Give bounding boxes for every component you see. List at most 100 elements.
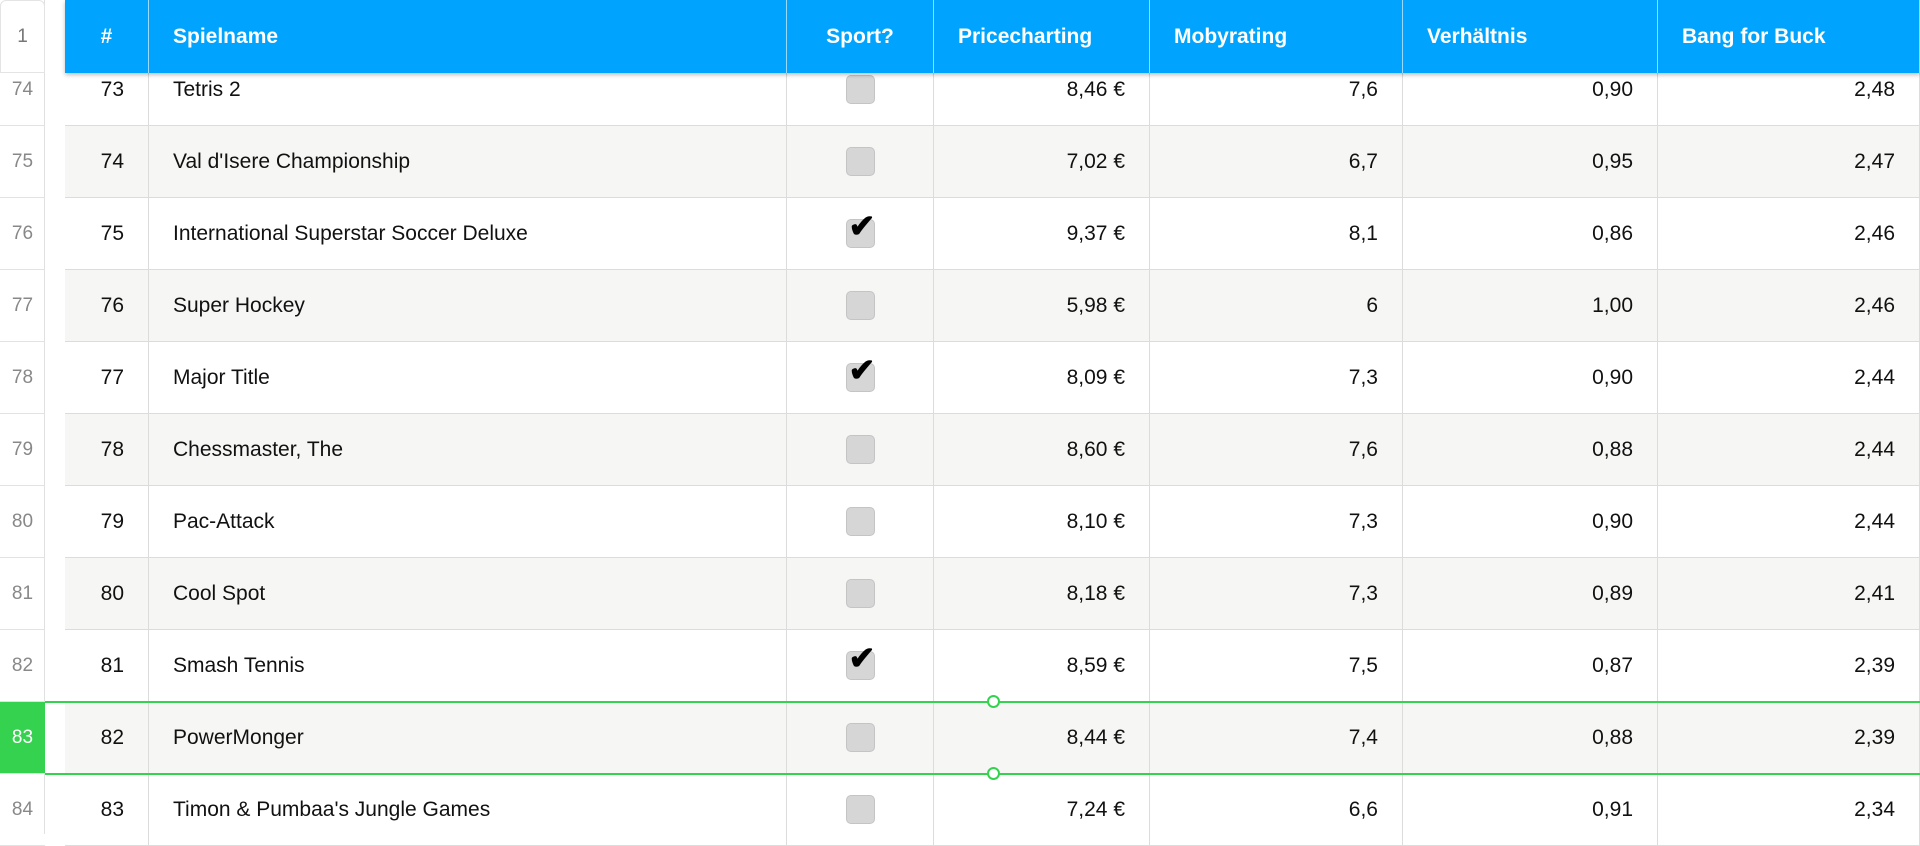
row-number-header[interactable]: 1: [0, 0, 45, 73]
cell-index[interactable]: 75: [65, 198, 149, 269]
row-number[interactable]: 83: [0, 702, 45, 774]
cell-bang-for-buck[interactable]: 2,34: [1658, 774, 1920, 845]
cell-name[interactable]: Cool Spot: [149, 558, 787, 629]
cell-index[interactable]: 81: [65, 630, 149, 701]
row-number[interactable]: 76: [0, 198, 45, 270]
cell-pricecharting[interactable]: 8,18 €: [934, 558, 1150, 629]
sport-checkbox[interactable]: ✔: [845, 642, 875, 680]
cell-index[interactable]: 82: [65, 702, 149, 773]
cell-name[interactable]: Timon & Pumbaa's Jungle Games: [149, 774, 787, 845]
cell-bang-for-buck[interactable]: 2,46: [1658, 198, 1920, 269]
cell-sport[interactable]: [787, 774, 934, 845]
cell-pricecharting[interactable]: 7,24 €: [934, 774, 1150, 845]
cell-pricecharting[interactable]: 8,09 €: [934, 342, 1150, 413]
cell-mobyrating[interactable]: 7,6: [1150, 54, 1403, 125]
cell-sport[interactable]: [787, 414, 934, 485]
row-number[interactable]: 81: [0, 558, 45, 630]
cell-sport[interactable]: ✔: [787, 342, 934, 413]
column-header-verhaeltnis[interactable]: Verhältnis: [1403, 0, 1658, 73]
cell-index[interactable]: 80: [65, 558, 149, 629]
sport-checkbox[interactable]: [845, 291, 875, 320]
cell-sport[interactable]: [787, 54, 934, 125]
cell-name[interactable]: Pac-Attack: [149, 486, 787, 557]
cell-name[interactable]: Chessmaster, The: [149, 414, 787, 485]
cell-sport[interactable]: [787, 126, 934, 197]
cell-index[interactable]: 83: [65, 774, 149, 845]
column-header-index[interactable]: #: [65, 0, 149, 73]
resize-handle-top[interactable]: [987, 695, 1000, 708]
cell-verhaeltnis[interactable]: 1,00: [1403, 270, 1658, 341]
cell-bang-for-buck[interactable]: 2,44: [1658, 414, 1920, 485]
cell-verhaeltnis[interactable]: 0,95: [1403, 126, 1658, 197]
cell-index[interactable]: 77: [65, 342, 149, 413]
table-row[interactable]: 80 Cool Spot 8,18 €7,3 0,89 2,41: [65, 558, 1920, 630]
cell-index[interactable]: 78: [65, 414, 149, 485]
cell-mobyrating[interactable]: 6,6: [1150, 774, 1403, 845]
cell-mobyrating[interactable]: 7,3: [1150, 342, 1403, 413]
cell-name[interactable]: Tetris 2: [149, 54, 787, 125]
cell-bang-for-buck[interactable]: 2,39: [1658, 630, 1920, 701]
cell-index[interactable]: 76: [65, 270, 149, 341]
cell-sport[interactable]: [787, 558, 934, 629]
cell-pricecharting[interactable]: 7,02 €: [934, 126, 1150, 197]
cell-verhaeltnis[interactable]: 0,90: [1403, 54, 1658, 125]
cell-bang-for-buck[interactable]: 2,41: [1658, 558, 1920, 629]
sport-checkbox[interactable]: ✔: [845, 354, 875, 392]
cell-sport[interactable]: ✔: [787, 198, 934, 269]
cell-verhaeltnis[interactable]: 0,88: [1403, 702, 1658, 773]
cell-sport[interactable]: [787, 486, 934, 557]
sport-checkbox[interactable]: ✔: [845, 210, 875, 248]
table-row[interactable]: 83 Timon & Pumbaa's Jungle Games 7,24 €6,6…: [65, 774, 1920, 846]
cell-pricecharting[interactable]: 8,10 €: [934, 486, 1150, 557]
cell-verhaeltnis[interactable]: 0,86: [1403, 198, 1658, 269]
cell-pricecharting[interactable]: 9,37 €: [934, 198, 1150, 269]
row-number[interactable]: 80: [0, 486, 45, 558]
row-number[interactable]: 77: [0, 270, 45, 342]
table-row[interactable]: 82 PowerMonger 8,44 €7,4 0,88 2,39: [65, 702, 1920, 774]
cell-name[interactable]: Major Title: [149, 342, 787, 413]
row-number[interactable]: 78: [0, 342, 45, 414]
cell-name[interactable]: PowerMonger: [149, 702, 787, 773]
cell-mobyrating[interactable]: 7,4: [1150, 702, 1403, 773]
cell-index[interactable]: 73: [65, 54, 149, 125]
cell-verhaeltnis[interactable]: 0,87: [1403, 630, 1658, 701]
cell-name[interactable]: Super Hockey: [149, 270, 787, 341]
sport-checkbox[interactable]: [845, 507, 875, 536]
resize-handle-bottom[interactable]: [987, 767, 1000, 780]
column-header-pricecharting[interactable]: Pricecharting: [934, 0, 1150, 73]
cell-pricecharting[interactable]: 8,44 €: [934, 702, 1150, 773]
cell-sport[interactable]: ✔: [787, 630, 934, 701]
cell-mobyrating[interactable]: 7,6: [1150, 414, 1403, 485]
cell-pricecharting[interactable]: 5,98 €: [934, 270, 1150, 341]
cell-index[interactable]: 74: [65, 126, 149, 197]
column-header-mobyrating[interactable]: Mobyrating: [1150, 0, 1403, 73]
cell-verhaeltnis[interactable]: 0,89: [1403, 558, 1658, 629]
table-row[interactable]: 79 Pac-Attack 8,10 €7,3 0,90 2,44: [65, 486, 1920, 558]
cell-mobyrating[interactable]: 6,7: [1150, 126, 1403, 197]
cell-name[interactable]: International Superstar Soccer Deluxe: [149, 198, 787, 269]
row-number[interactable]: 74: [0, 54, 45, 126]
row-number[interactable]: 82: [0, 630, 45, 702]
sport-checkbox[interactable]: [845, 795, 875, 824]
cell-verhaeltnis[interactable]: 0,90: [1403, 486, 1658, 557]
sport-checkbox[interactable]: [845, 75, 875, 104]
column-header-sport[interactable]: Sport?: [787, 0, 934, 73]
cell-mobyrating[interactable]: 7,3: [1150, 486, 1403, 557]
row-number[interactable]: 84: [0, 774, 45, 846]
sport-checkbox[interactable]: [845, 435, 875, 464]
cell-bang-for-buck[interactable]: 2,47: [1658, 126, 1920, 197]
cell-bang-for-buck[interactable]: 2,46: [1658, 270, 1920, 341]
column-header-bang-for-buck[interactable]: Bang for Buck: [1658, 0, 1920, 73]
cell-pricecharting[interactable]: 8,60 €: [934, 414, 1150, 485]
cell-mobyrating[interactable]: 6: [1150, 270, 1403, 341]
cell-sport[interactable]: [787, 702, 934, 773]
cell-mobyrating[interactable]: 8,1: [1150, 198, 1403, 269]
cell-name[interactable]: Smash Tennis: [149, 630, 787, 701]
sport-checkbox[interactable]: [845, 147, 875, 176]
cell-pricecharting[interactable]: 8,46 €: [934, 54, 1150, 125]
table-row[interactable]: 73 Tetris 2 8,46 €7,6 0,90 2,48: [65, 54, 1920, 126]
table-row[interactable]: 81 Smash Tennis ✔ 8,59 €7,5 0,87 2,39: [65, 630, 1920, 702]
cell-pricecharting[interactable]: 8,59 €: [934, 630, 1150, 701]
cell-sport[interactable]: [787, 270, 934, 341]
cell-name[interactable]: Val d'Isere Championship: [149, 126, 787, 197]
